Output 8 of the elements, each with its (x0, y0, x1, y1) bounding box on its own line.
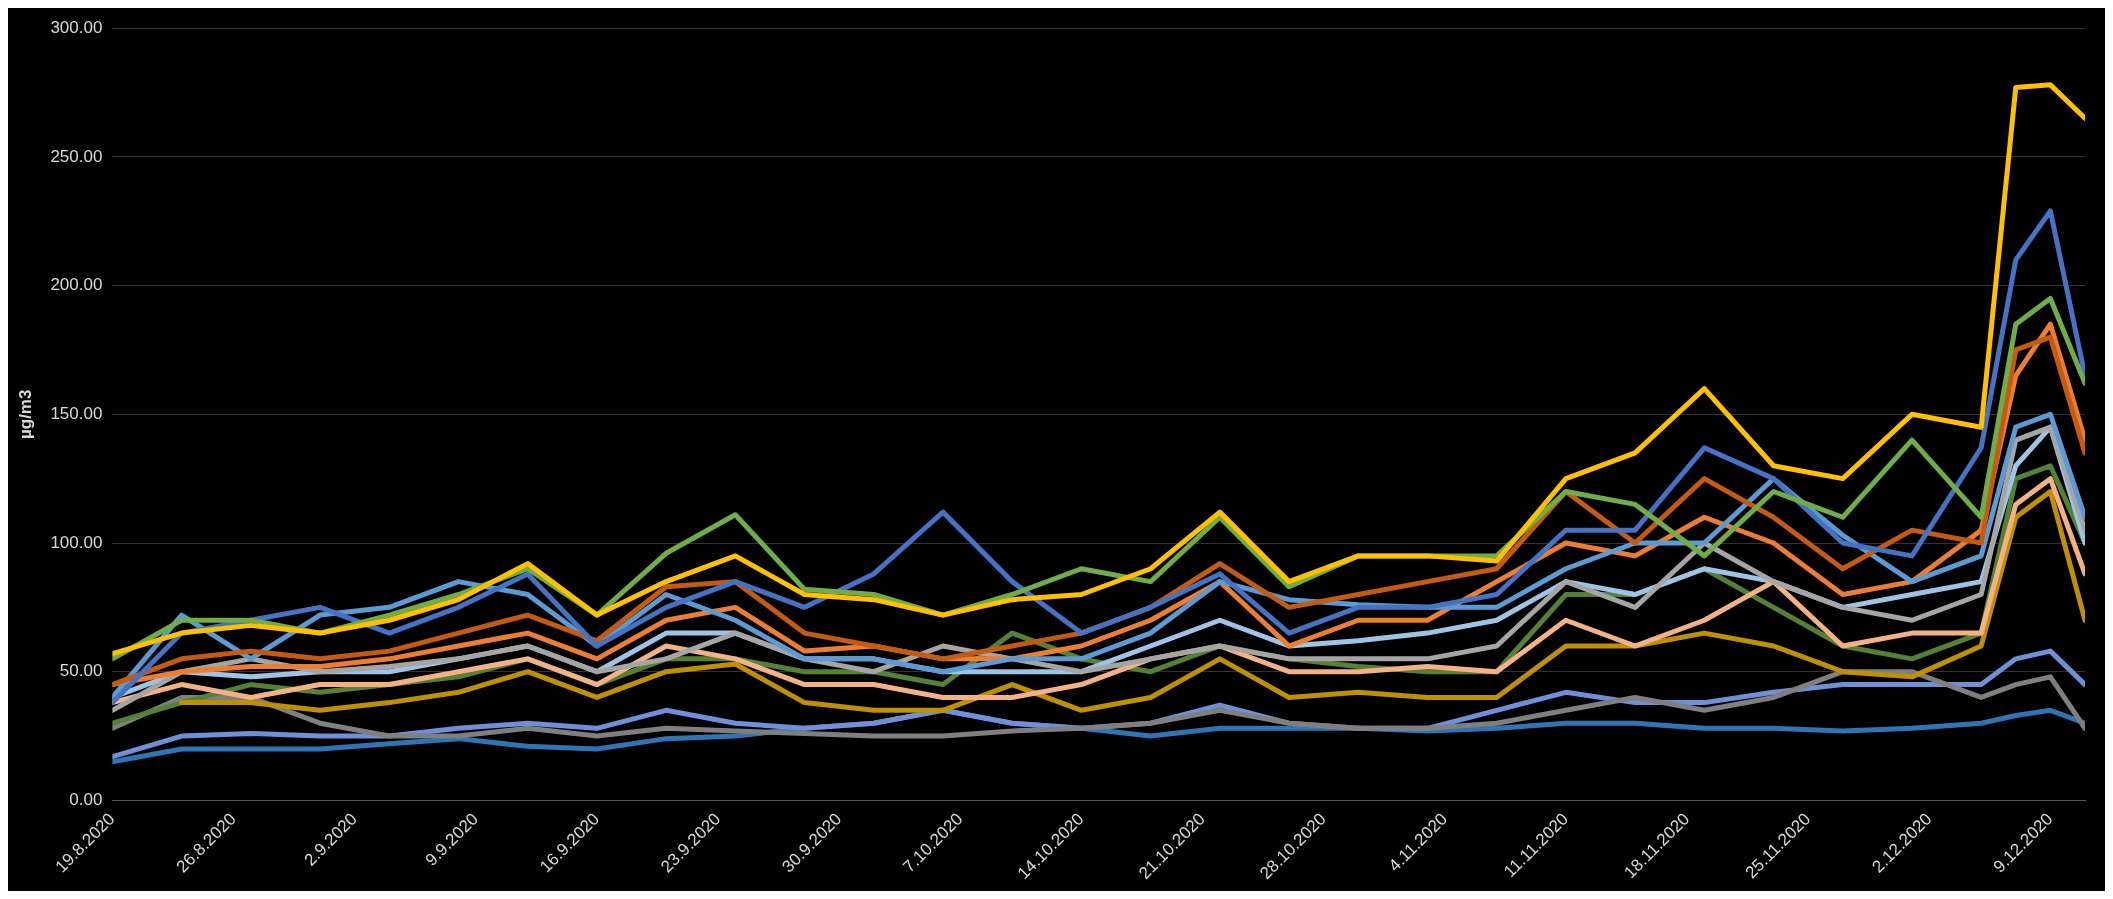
y-tick-label: 250.00 (50, 146, 103, 166)
y-axis-title: µg/m3 (15, 389, 35, 440)
y-tick-label: 100.00 (50, 532, 103, 552)
y-tick-label: 150.00 (50, 403, 103, 423)
y-tick-label: 300.00 (50, 17, 103, 37)
y-tick-label: 0.00 (69, 790, 103, 810)
y-tick-label: 50.00 (59, 661, 103, 681)
y-tick-label: 200.00 (50, 275, 103, 295)
